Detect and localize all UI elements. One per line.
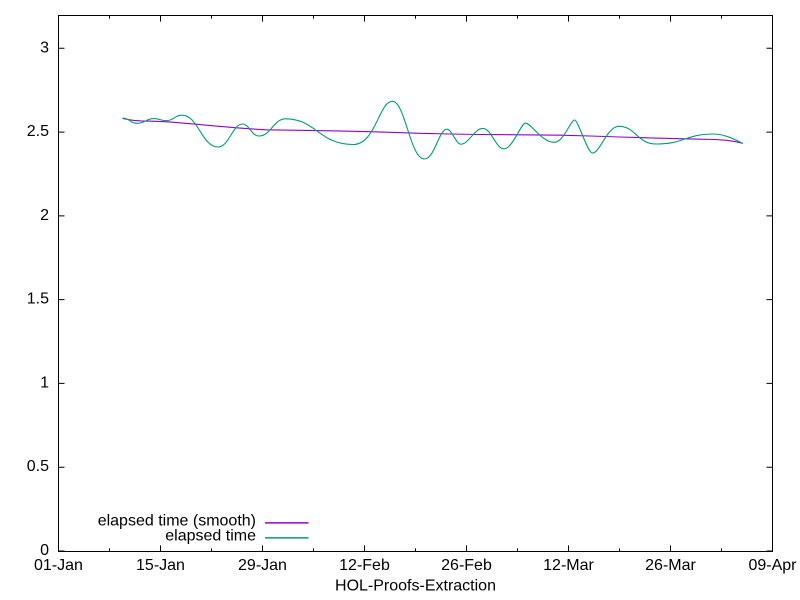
svg-text:12-Feb: 12-Feb xyxy=(339,557,390,574)
svg-text:01-Jan: 01-Jan xyxy=(34,557,83,574)
svg-text:2.5: 2.5 xyxy=(22,123,49,140)
svg-text:1.5: 1.5 xyxy=(22,291,49,308)
svg-text:elapsed time (smooth): elapsed time (smooth) xyxy=(98,513,256,530)
svg-text:HOL-Proofs-Extraction: HOL-Proofs-Extraction xyxy=(335,578,496,595)
svg-text:09-Apr: 09-Apr xyxy=(748,557,797,574)
svg-text:29-Jan: 29-Jan xyxy=(238,557,287,574)
svg-text:12-Mar: 12-Mar xyxy=(543,557,594,574)
svg-text:15-Jan: 15-Jan xyxy=(136,557,185,574)
svg-text:26-Feb: 26-Feb xyxy=(441,557,492,574)
svg-text:26-Mar: 26-Mar xyxy=(645,557,696,574)
svg-text:elapsed time: elapsed time xyxy=(165,528,256,545)
svg-text:0.5: 0.5 xyxy=(22,458,49,475)
svg-text:2: 2 xyxy=(36,207,49,224)
svg-text:1: 1 xyxy=(36,374,49,391)
svg-text:0: 0 xyxy=(36,542,49,559)
svg-text:3: 3 xyxy=(36,39,49,56)
